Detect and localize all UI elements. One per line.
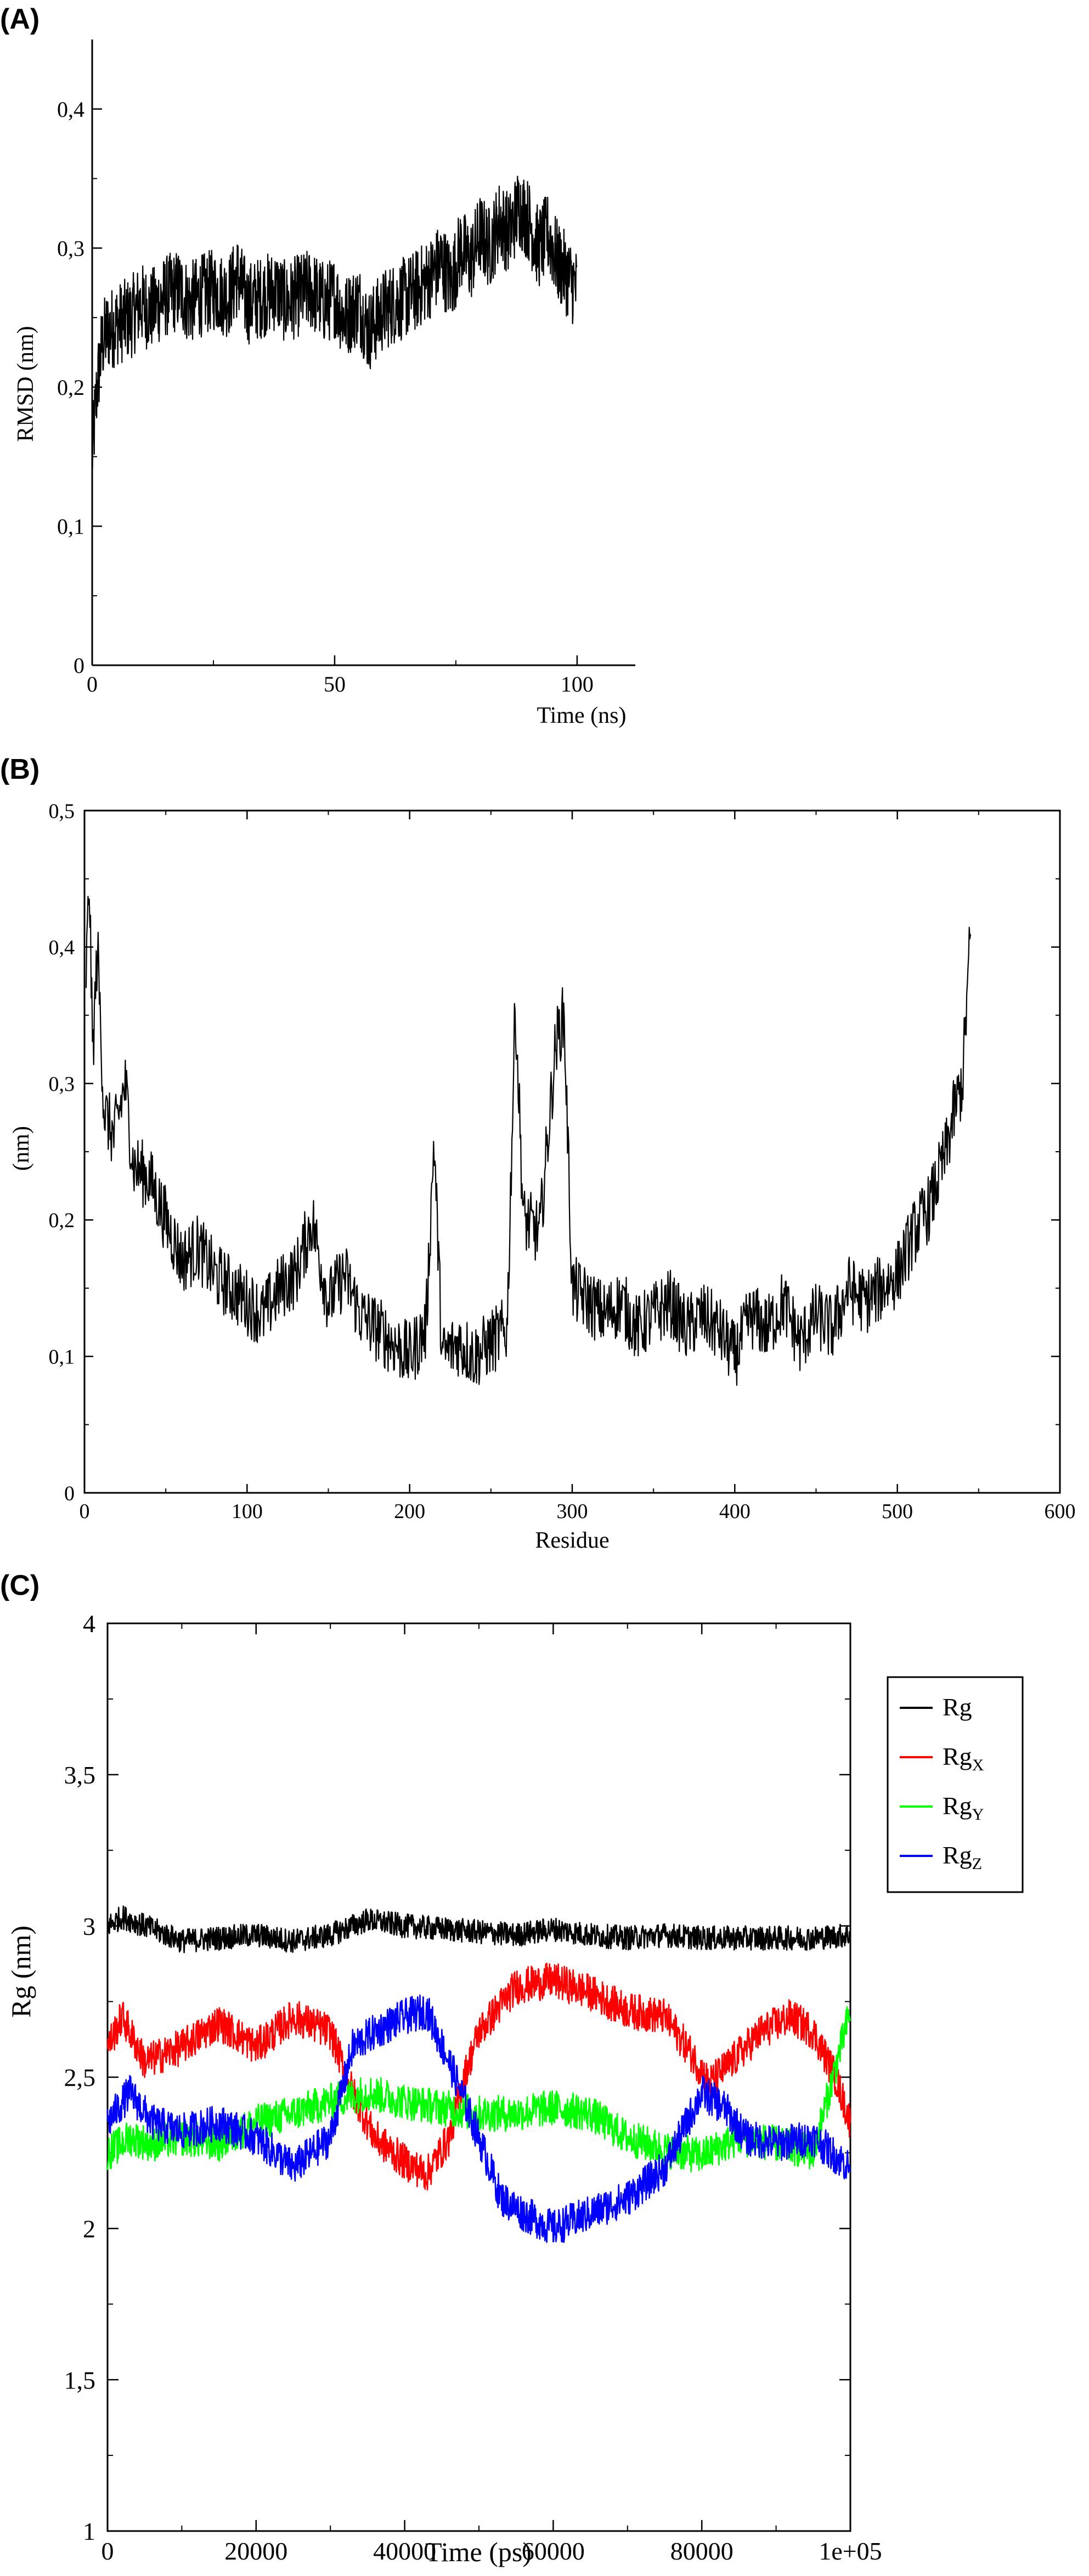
y-tick-label: 0,3: [57, 236, 84, 261]
y-tick-label: 3,5: [64, 1761, 96, 1789]
y-tick-label: 1,5: [64, 2366, 96, 2394]
panel-b-plot-area: 0 100 200 300 400 500 600 0 0,1 0,2 0,3 0,4 0,5: [49, 800, 1076, 1523]
y-tick-label: 0,4: [49, 936, 75, 959]
y-tick-label: 2,5: [64, 2064, 96, 2092]
x-tick-label: 200: [394, 1500, 425, 1523]
x-tick-label: 60000: [522, 2537, 585, 2565]
x-tick-label: 0: [101, 2537, 114, 2565]
y-tick-label: 1: [83, 2517, 95, 2545]
y-tick-label: 0,5: [49, 800, 75, 823]
series-line-0: [85, 896, 972, 1386]
y-tick-label: 0,2: [49, 1209, 75, 1232]
x-tick-label: 40000: [373, 2537, 436, 2565]
series-line-0: [106, 1905, 851, 1954]
plot-frame: [106, 1622, 851, 2532]
series-line-x: [106, 1962, 851, 2191]
panel-b-label: (B): [0, 754, 40, 785]
panel-a: (A) 0 50 100 0 0,1 0,2 0,3 0,4 Time (ns) RMSD (…: [0, 3, 635, 728]
y-tick-label: 0,1: [49, 1346, 75, 1369]
plot-frame: [83, 809, 1061, 1494]
panel-a-label: (A): [0, 3, 40, 35]
panel-a-x-axis-label: Time (ns): [537, 703, 627, 728]
legend-entry: Rg: [943, 1693, 972, 1721]
x-tick-label: 300: [557, 1500, 588, 1523]
y-tick-label: 0,4: [57, 97, 84, 122]
panel-c-x-axis-label: Time (ps): [425, 2537, 532, 2567]
y-tick-label: 2: [83, 2215, 95, 2243]
x-tick-label: 100: [232, 1500, 263, 1523]
panel-b-x-axis-label: Residue: [535, 1528, 609, 1553]
panel-c-label: (C): [0, 1570, 40, 1601]
x-tick-label: 50: [324, 672, 346, 697]
y-tick-label: 3: [83, 1912, 95, 1940]
panel-a-y-axis-label: RMSD (nm): [13, 326, 38, 441]
panel-c: (C) 0 20000 40000 60000 80000 1e+05 1 1,5 2 2,5 3 3…: [0, 1570, 1024, 2567]
y-tick-label: 0: [64, 1482, 75, 1505]
series-line-z: [106, 1994, 851, 2243]
legend-entry: RgY: [943, 1792, 984, 1824]
panel-b-y-axis-label: (nm): [9, 1126, 34, 1171]
x-tick-label: 80000: [670, 2537, 733, 2565]
x-tick-label: 500: [882, 1500, 913, 1523]
x-tick-label: 0: [80, 1500, 90, 1523]
y-tick-label: 0: [74, 653, 84, 678]
x-tick-label: 400: [719, 1500, 751, 1523]
x-tick-label: 20000: [224, 2537, 287, 2565]
y-tick-label: 0,3: [49, 1073, 75, 1096]
y-tick-label: 0,2: [57, 375, 84, 400]
panel-b: (B) 0 100 200 300 400 500 60000,10,20,30,40,5 …: [0, 754, 1076, 1553]
panel-c-y-axis-label: Rg (nm): [5, 1926, 36, 2018]
y-tick-label: 4: [83, 1610, 95, 1638]
x-tick-label: 1e+05: [819, 2537, 882, 2565]
x-tick-label: 600: [1045, 1500, 1076, 1523]
panel-c-plot-area: 0 20000 40000 60000 80000 1e+05 1 1,5 2 2,5 3 3,5 4: [64, 1610, 882, 2565]
panel-a-plot-area: 0 50 100 0 0,1 0,2 0,3 0,4: [57, 39, 635, 697]
y-tick-label: 0,1: [57, 514, 84, 539]
x-tick-label: 100: [561, 672, 594, 697]
x-tick-label: 0: [87, 672, 98, 697]
series-line-0: [91, 175, 578, 469]
